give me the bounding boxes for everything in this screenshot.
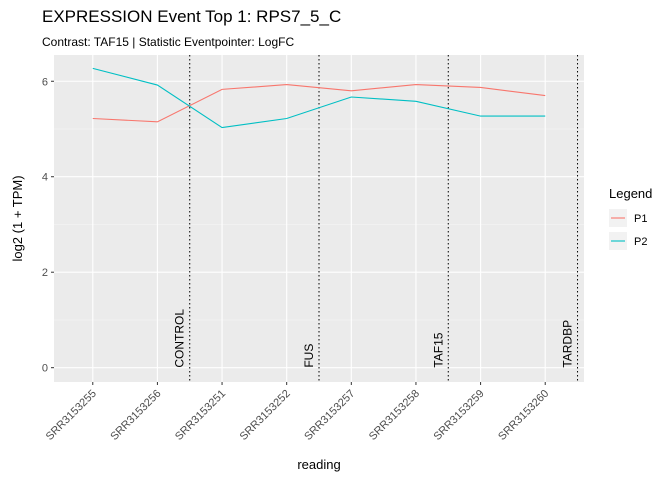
x-axis-title: reading: [297, 457, 340, 472]
series-lines: [92, 67, 546, 129]
x-axis: SRR3153255 SRR3153256 SRR3153251 SRR3153252…: [44, 382, 551, 443]
vline-label: FUS: [302, 344, 316, 368]
x-tick-label: SRR3153258: [367, 388, 422, 443]
x-tick-label: SRR3153259: [432, 388, 487, 443]
y-tick-label: 6: [42, 76, 48, 88]
chart-subtitle: Contrast: TAF15 | Statistic Eventpointer…: [42, 35, 294, 49]
vline-label: CONTROL: [173, 309, 187, 368]
y-tick-label: 0: [42, 363, 48, 375]
series-line-p2: [92, 67, 546, 129]
x-tick-label: SRR3153260: [496, 388, 551, 443]
vline-label: TARDBP: [561, 320, 575, 368]
x-tick-label: SRR3153255: [44, 388, 99, 443]
series-line-p1: [92, 84, 546, 123]
vline-label: TAF15: [431, 332, 445, 367]
y-axis-title: log2 (1 + TPM): [10, 175, 25, 261]
y-tick-label: 2: [42, 267, 48, 279]
x-tick-label: SRR3153256: [108, 388, 163, 443]
vertical-lines: CONTROL FUS TAF15 TARDBP: [173, 55, 579, 382]
chart-title: EXPRESSION Event Top 1: RPS7_5_C: [42, 7, 341, 26]
y-tick-label: 4: [42, 172, 48, 184]
legend: Legend P1 P2: [609, 186, 652, 250]
y-axis: 0 2 4 6: [42, 76, 54, 375]
legend-label: P2: [634, 236, 647, 248]
x-tick-label: SRR3153252: [238, 388, 293, 443]
grid: [54, 55, 584, 382]
legend-title: Legend: [609, 186, 652, 201]
legend-label: P1: [634, 213, 647, 225]
x-tick-label: SRR3153257: [302, 388, 357, 443]
x-tick-label: SRR3153251: [173, 388, 228, 443]
